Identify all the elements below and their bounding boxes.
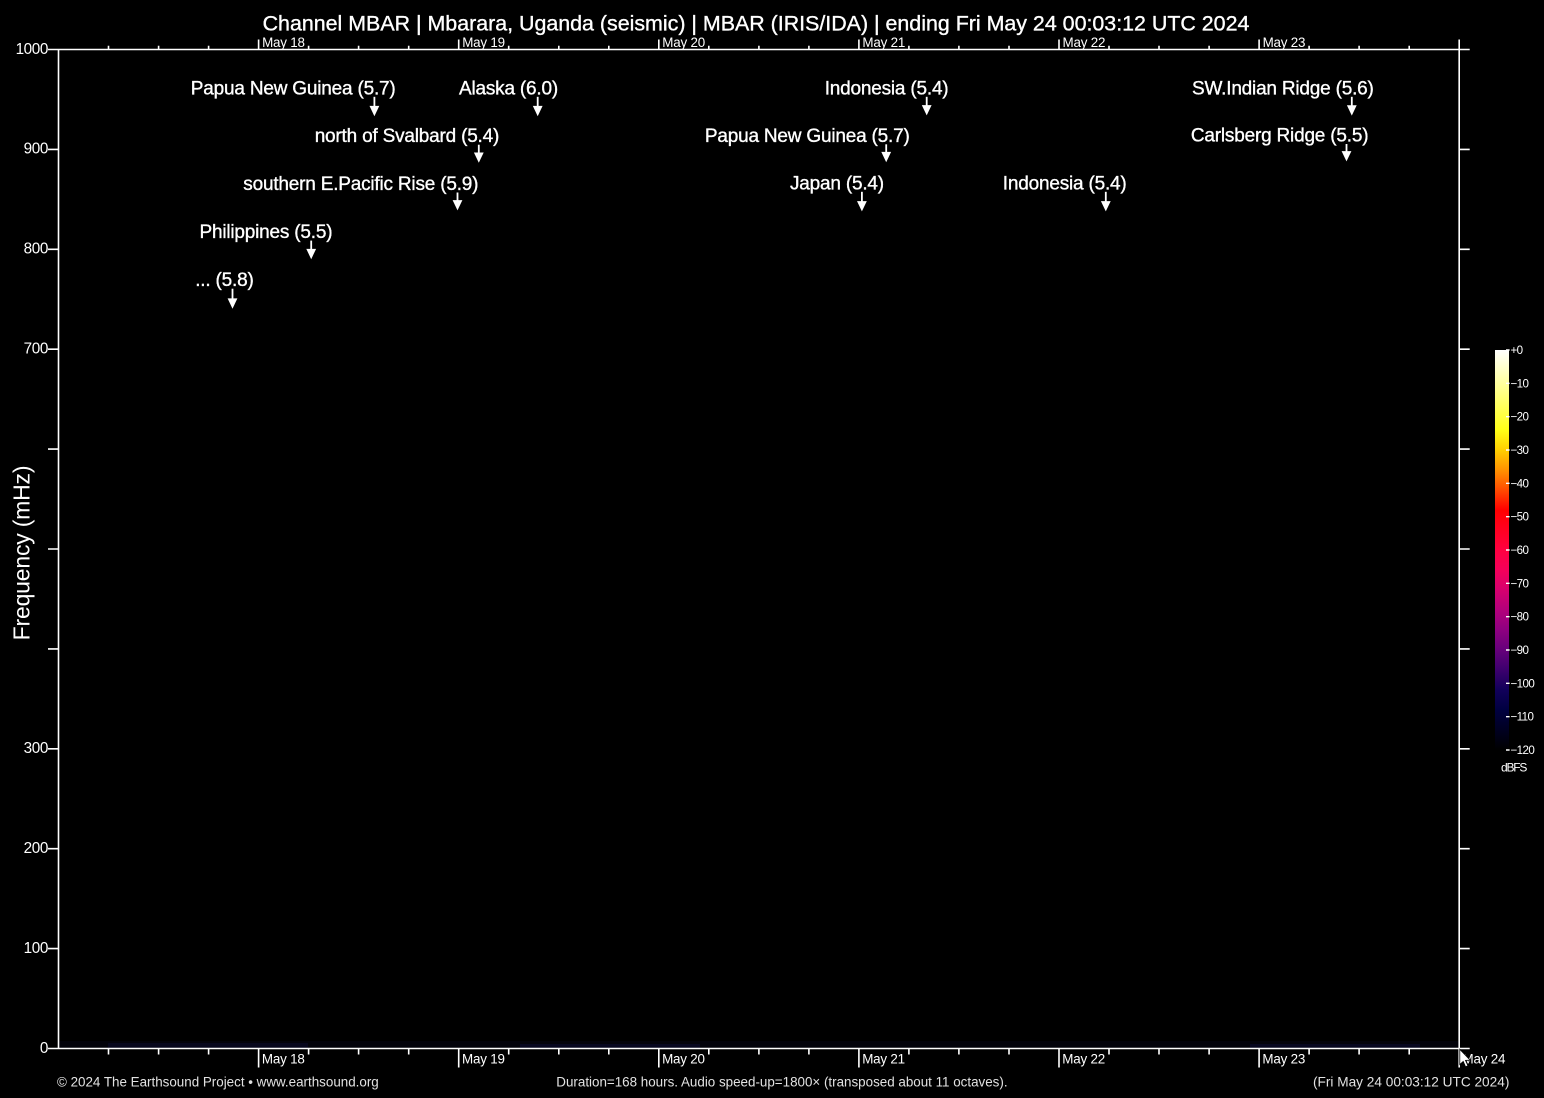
svg-text:−60: −60 bbox=[1511, 544, 1529, 557]
svg-text:May 20: May 20 bbox=[662, 1052, 705, 1067]
svg-text:200: 200 bbox=[24, 840, 48, 857]
svg-text:May 20: May 20 bbox=[662, 35, 705, 50]
svg-text:−100: −100 bbox=[1511, 677, 1535, 690]
svg-text:southern E.Pacific Rise (5.9): southern E.Pacific Rise (5.9) bbox=[243, 174, 478, 195]
svg-text:SW.Indian Ridge (5.6): SW.Indian Ridge (5.6) bbox=[1192, 78, 1374, 99]
svg-text:Carlsberg Ridge (5.5): Carlsberg Ridge (5.5) bbox=[1191, 126, 1368, 147]
svg-text:© 2024 The Earthsound Project: © 2024 The Earthsound Project • www.eart… bbox=[57, 1074, 379, 1089]
svg-text:Frequency (mHz): Frequency (mHz) bbox=[9, 466, 35, 641]
svg-text:Papua New Guinea (5.7): Papua New Guinea (5.7) bbox=[705, 126, 910, 147]
svg-text:Indonesia (5.4): Indonesia (5.4) bbox=[1003, 173, 1127, 194]
svg-text:−120: −120 bbox=[1511, 744, 1535, 757]
svg-text:−10: −10 bbox=[1511, 377, 1529, 390]
svg-text:100: 100 bbox=[24, 940, 48, 957]
svg-text:Philippines (5.5): Philippines (5.5) bbox=[200, 222, 333, 243]
svg-text:1000: 1000 bbox=[16, 41, 48, 58]
svg-text:(Fri May 24 00:03:12 UTC 2024): (Fri May 24 00:03:12 UTC 2024) bbox=[1313, 1074, 1509, 1089]
svg-text:−40: −40 bbox=[1511, 477, 1529, 490]
svg-text:dBFS: dBFS bbox=[1501, 761, 1527, 775]
svg-text:May 18: May 18 bbox=[262, 35, 305, 50]
svg-text:−50: −50 bbox=[1511, 511, 1529, 524]
svg-text:900: 900 bbox=[24, 141, 48, 158]
svg-text:Channel MBAR | Mbarara, Uganda: Channel MBAR | Mbarara, Uganda (seismic)… bbox=[263, 12, 1250, 36]
svg-text:May 19: May 19 bbox=[462, 1052, 505, 1067]
svg-text:May 22: May 22 bbox=[1062, 1052, 1105, 1067]
svg-text:north of Svalbard (5.4): north of Svalbard (5.4) bbox=[315, 126, 499, 147]
svg-text:−80: −80 bbox=[1511, 611, 1529, 624]
svg-text:700: 700 bbox=[24, 341, 48, 358]
svg-text:800: 800 bbox=[24, 241, 48, 258]
svg-text:Papua New Guinea (5.7): Papua New Guinea (5.7) bbox=[191, 78, 396, 99]
svg-text:+0: +0 bbox=[1511, 344, 1523, 357]
svg-text:−110: −110 bbox=[1511, 711, 1534, 724]
svg-text:May 18: May 18 bbox=[262, 1052, 305, 1067]
svg-text:300: 300 bbox=[24, 740, 48, 757]
svg-text:−70: −70 bbox=[1511, 577, 1529, 590]
svg-text:−20: −20 bbox=[1511, 411, 1529, 424]
svg-text:May 22: May 22 bbox=[1063, 35, 1106, 50]
svg-text:May 24: May 24 bbox=[1463, 1052, 1506, 1067]
svg-text:Japan (5.4): Japan (5.4) bbox=[790, 173, 884, 194]
svg-text:−90: −90 bbox=[1511, 644, 1529, 657]
svg-text:May 23: May 23 bbox=[1263, 35, 1306, 50]
svg-text:0: 0 bbox=[40, 1040, 48, 1057]
svg-text:May 21: May 21 bbox=[862, 1052, 905, 1067]
svg-text:... (5.8): ... (5.8) bbox=[195, 270, 253, 291]
svg-text:May 21: May 21 bbox=[862, 35, 905, 50]
svg-text:−30: −30 bbox=[1511, 444, 1529, 457]
svg-text:Duration=168 hours. Audio spee: Duration=168 hours. Audio speed-up=1800×… bbox=[556, 1074, 1007, 1089]
svg-text:Alaska (6.0): Alaska (6.0) bbox=[459, 78, 558, 99]
svg-text:Indonesia (5.4): Indonesia (5.4) bbox=[825, 78, 949, 99]
svg-text:May 19: May 19 bbox=[462, 35, 505, 50]
svg-text:May 23: May 23 bbox=[1262, 1052, 1305, 1067]
